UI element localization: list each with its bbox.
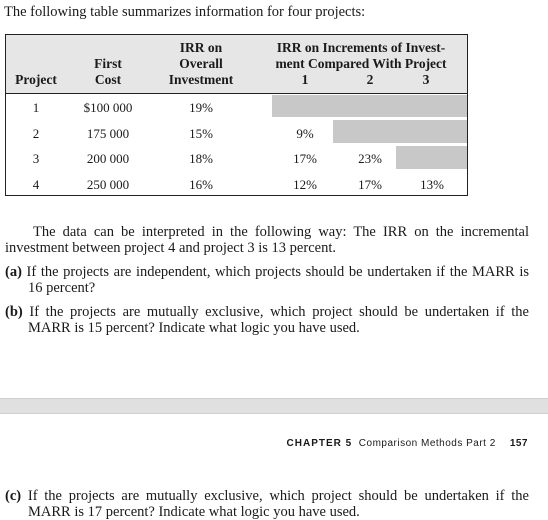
- header-irr-line1: IRR on: [179, 40, 223, 55]
- question-c: (c) If the projects are mutually exclusi…: [5, 488, 529, 520]
- cell-increment: 9%: [296, 126, 314, 141]
- cell-project: 1: [32, 100, 40, 115]
- cell-increment: 23%: [358, 151, 382, 166]
- question-text: 16 percent?: [28, 280, 96, 296]
- chapter-label: CHAPTER 5: [286, 438, 353, 449]
- cell-project: 3: [32, 151, 40, 166]
- question-text: If the projects are mutually exclusive, …: [29, 304, 529, 320]
- shaded-cell: [333, 120, 467, 143]
- cell-irr: 18%: [189, 151, 213, 166]
- page-break: [0, 398, 548, 414]
- chapter-title: Comparison Methods Part 2: [358, 438, 496, 449]
- interpretation-line2: investment between project 4 and project…: [5, 240, 336, 256]
- header-increment-col1: 1: [301, 72, 309, 87]
- cell-increment: 12%: [293, 177, 317, 192]
- header-irr-line2: Overall: [179, 56, 223, 71]
- question-text: If the projects are mutually exclusive, …: [27, 488, 529, 504]
- projects-table: Project First Cost IRR on Overall Invest…: [5, 34, 468, 196]
- question-text: MARR is 15 percent? Indicate what logic …: [28, 320, 360, 336]
- question-b: (b) If the projects are mutually exclusi…: [5, 304, 529, 336]
- cell-irr: 15%: [189, 126, 213, 141]
- cell-increment: 17%: [358, 177, 382, 192]
- cell-cost: 175 000: [86, 126, 130, 141]
- cell-project: 4: [32, 177, 40, 192]
- interpretation-line1: The data can be interpreted in the follo…: [33, 224, 529, 240]
- header-increment-col2: 2: [366, 72, 374, 87]
- intro-text: The following table summarizes informati…: [4, 4, 366, 20]
- header-project: Project: [15, 72, 57, 87]
- header-irr-line3: Investment: [168, 72, 234, 87]
- shaded-cell: [396, 146, 467, 169]
- header-increment-line2: ment Compared With Project: [275, 56, 447, 71]
- table-header: [6, 35, 467, 94]
- page-footer: CHAPTER 5 Comparison Methods Part 2 157: [287, 438, 528, 449]
- cell-cost: $100 000: [83, 100, 133, 115]
- question-label: (c): [5, 488, 22, 504]
- shaded-cell: [272, 95, 467, 117]
- header-increment-col3: 3: [422, 72, 430, 87]
- question-text: If the projects are independent, which p…: [26, 264, 530, 280]
- header-increment-line1: IRR on Increments of Invest-: [276, 40, 446, 55]
- question-text: MARR is 17 percent? Indicate what logic …: [28, 504, 360, 520]
- question-label: (a): [5, 264, 22, 280]
- page-number: 157: [509, 438, 528, 449]
- cell-cost: 200 000: [86, 151, 130, 166]
- cell-increment: 13%: [420, 177, 444, 192]
- cell-irr: 19%: [189, 100, 213, 115]
- cell-increment: 17%: [293, 151, 317, 166]
- header-first-cost-line1: First: [94, 56, 122, 71]
- header-first-cost-line2: Cost: [94, 72, 122, 87]
- cell-cost: 250 000: [86, 177, 130, 192]
- question-label: (b): [5, 304, 23, 320]
- question-a: (a) If the projects are independent, whi…: [5, 264, 529, 296]
- cell-irr: 16%: [189, 177, 213, 192]
- cell-project: 2: [32, 126, 40, 141]
